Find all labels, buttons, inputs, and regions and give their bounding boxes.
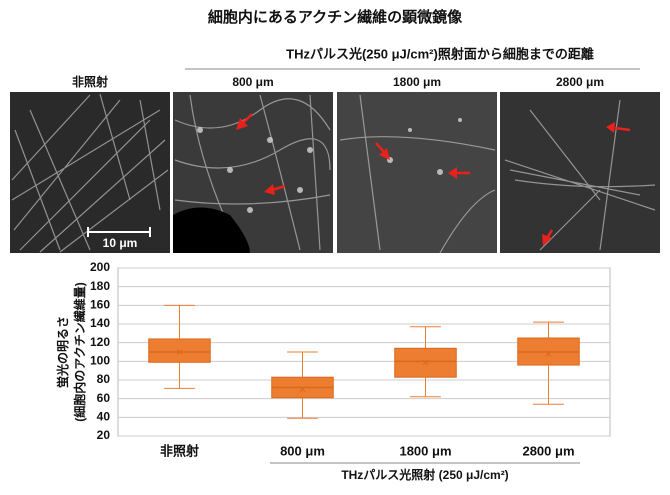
box: [148, 338, 211, 363]
x-tick-label: 1800 μm: [399, 443, 451, 458]
micrograph: [500, 92, 660, 253]
y-tick-label: 120: [90, 335, 110, 349]
image-label: 1800 μm: [393, 75, 441, 89]
mean-marker: [545, 351, 552, 357]
y-axis-label: (細胞内のアクチン繊維量): [72, 282, 87, 421]
y-tick-label: 80: [97, 372, 111, 386]
mean-marker: [176, 349, 183, 355]
image-label: 2800 μm: [556, 75, 604, 89]
y-tick-label: 180: [90, 279, 110, 293]
y-tick-label: 100: [90, 354, 110, 368]
y-tick-label: 140: [90, 316, 110, 330]
micrograph: [10, 92, 170, 253]
mean-marker: [299, 386, 306, 393]
x-group-label: THzパルス光照射 (250 μJ/cm²): [341, 467, 508, 482]
micrograph: [173, 92, 333, 253]
y-axis-label: 蛍光の明るさ: [55, 316, 70, 388]
x-tick-label: 2800 μm: [522, 443, 574, 458]
micrograph: [337, 92, 497, 254]
y-tick-label: 60: [97, 391, 111, 405]
x-tick-label: 非照射: [160, 443, 199, 458]
y-tick-label: 160: [90, 298, 110, 312]
mean-marker: [422, 359, 429, 366]
box: [394, 347, 457, 378]
image-label: 非照射: [72, 74, 108, 89]
figure-subtitle: THzパルス光(250 μJ/cm²)照射面から細胞までの距離: [286, 46, 594, 61]
scale-bar-label: 10 μm: [103, 236, 138, 250]
y-tick-label: 40: [97, 410, 111, 424]
figure-title: 細胞内にあるアクチン繊維の顕微鏡像: [208, 8, 463, 26]
y-tick-label: 20: [97, 428, 111, 442]
x-tick-label: 800 μm: [280, 443, 325, 458]
y-tick-label: 200: [90, 260, 110, 274]
image-label: 800 μm: [232, 75, 273, 89]
